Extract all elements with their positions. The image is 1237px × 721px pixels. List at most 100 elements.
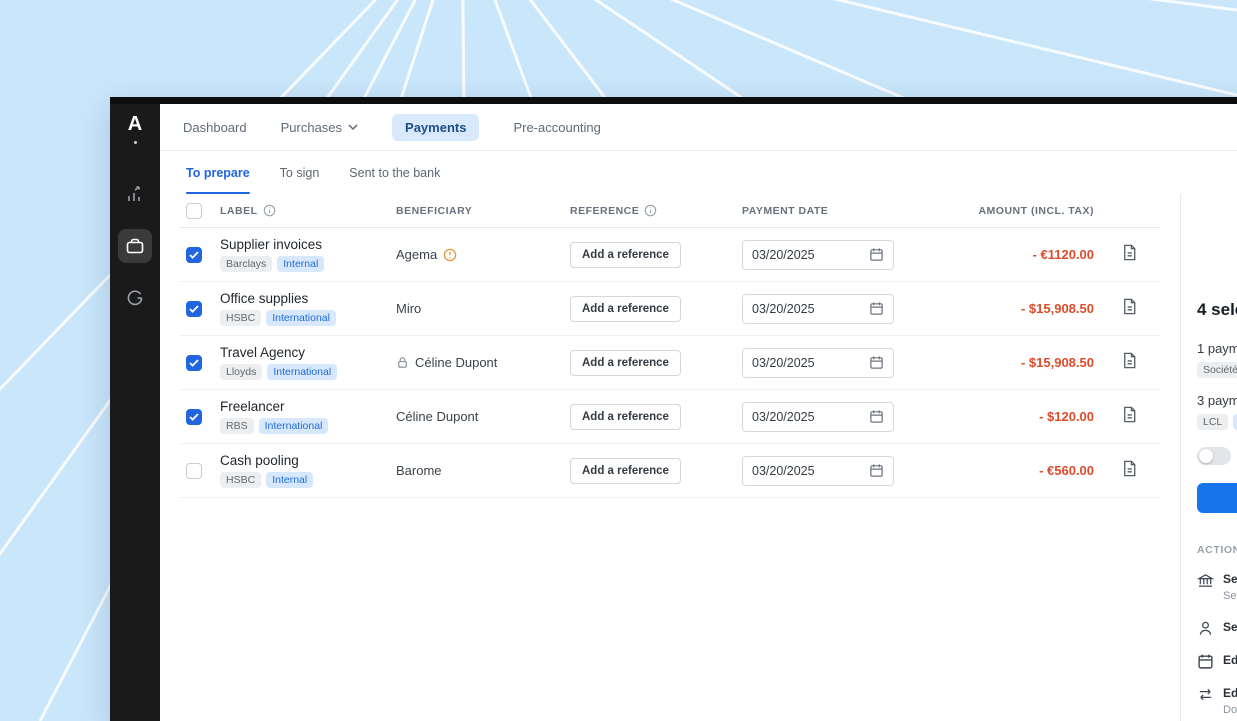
selection-panel: 4 sele 1 payme Société 3 payme LCL Int H xyxy=(1180,194,1237,721)
cashflow-icon[interactable] xyxy=(118,281,152,315)
calendar-icon[interactable] xyxy=(869,301,884,316)
lock-icon xyxy=(398,357,407,368)
beneficiary-name: Céline Dupont xyxy=(415,355,498,370)
beneficiary-name: Céline Dupont xyxy=(396,409,479,424)
top-navigation: Dashboard Purchases Payments Pre-account… xyxy=(160,104,1237,151)
tab-to-prepare[interactable]: To prepare xyxy=(186,151,250,194)
amount-value: - €1120.00 xyxy=(1032,247,1094,262)
calendar-icon[interactable] xyxy=(869,463,884,478)
nav-item-dashboard[interactable]: Dashboard xyxy=(183,119,247,135)
app-logo: A xyxy=(127,113,143,135)
amount-value: - $15,908.50 xyxy=(1020,355,1094,370)
swap-arrows-icon xyxy=(1199,688,1212,700)
warning-icon[interactable] xyxy=(443,248,457,262)
bank-badge: HSBC xyxy=(220,472,262,488)
selection-count-title: 4 sele xyxy=(1197,300,1237,319)
add-reference-button[interactable]: Add a reference xyxy=(570,295,681,322)
add-reference-button[interactable]: Add a reference xyxy=(570,457,681,484)
bank-icon xyxy=(1197,574,1214,587)
row-checkbox[interactable] xyxy=(186,246,202,263)
type-badge: Int xyxy=(1233,414,1237,430)
nav-item-purchases-label: Purchases xyxy=(280,119,343,135)
header-reference: REFERENCE xyxy=(570,204,640,217)
table-row: Freelancer RBS International Céline Dupo… xyxy=(180,390,1160,444)
payments-tabs: To prepare To sign Sent to the bank xyxy=(160,151,1237,194)
calendar-icon xyxy=(1198,654,1213,669)
payment-date-input[interactable] xyxy=(742,401,894,432)
type-badge: International xyxy=(266,310,336,326)
invoice-document-icon[interactable] xyxy=(1120,351,1139,370)
bank-badge: RBS xyxy=(220,418,254,434)
header-label: LABEL xyxy=(220,204,258,217)
table-row: Travel Agency Lloyds International Célin… xyxy=(180,336,1160,390)
type-badge: Internal xyxy=(277,256,325,272)
beneficiary-name: Barome xyxy=(396,463,442,478)
hide-toggle[interactable] xyxy=(1197,447,1231,465)
sidebar: A xyxy=(110,104,160,721)
invoice-document-icon[interactable] xyxy=(1120,243,1139,262)
invoice-document-icon[interactable] xyxy=(1120,459,1139,478)
select-all-checkbox[interactable] xyxy=(186,202,202,219)
row-checkbox[interactable] xyxy=(186,354,202,371)
header-payment-date: PAYMENT DATE xyxy=(742,204,829,217)
nav-item-purchases[interactable]: Purchases xyxy=(281,120,358,135)
payment-date-input[interactable] xyxy=(742,293,894,324)
payment-date-input[interactable] xyxy=(742,347,894,378)
add-reference-button[interactable]: Add a reference xyxy=(570,403,681,430)
amount-value: - $120.00 xyxy=(1039,409,1094,424)
header-amount: AMOUNT (INCL. TAX) xyxy=(978,204,1094,217)
payments-table: LABEL BENEFICIARY REFERENCE PAYMENT DATE… xyxy=(160,194,1180,721)
action-send-to-bank[interactable]: Se Se tra xyxy=(1197,572,1237,604)
selection-group-1: 1 payme xyxy=(1197,341,1237,356)
row-checkbox[interactable] xyxy=(186,300,202,317)
row-checkbox[interactable] xyxy=(186,408,202,425)
payment-label: Supplier invoices xyxy=(220,237,323,252)
payment-label: Office supplies xyxy=(220,291,309,306)
calendar-icon[interactable] xyxy=(869,409,884,424)
info-icon[interactable] xyxy=(644,204,657,217)
payment-date-input[interactable] xyxy=(742,455,894,486)
tab-to-sign[interactable]: To sign xyxy=(279,165,320,180)
payments-wallet-icon[interactable] xyxy=(118,229,152,263)
person-icon xyxy=(1199,621,1212,635)
logo-dot xyxy=(133,141,137,144)
action-edit-date[interactable]: Ed xyxy=(1197,653,1237,670)
payment-label: Freelancer xyxy=(220,399,285,414)
bank-badge: Société xyxy=(1197,362,1237,378)
chevron-down-icon xyxy=(348,124,358,130)
row-checkbox[interactable] xyxy=(186,462,202,479)
table-header-row: LABEL BENEFICIARY REFERENCE PAYMENT DATE… xyxy=(180,194,1160,228)
bank-badge: HSBC xyxy=(220,310,262,326)
app-window: A Dashboard xyxy=(110,97,1237,721)
table-row: Office supplies HSBC International Miro … xyxy=(180,282,1160,336)
calendar-icon[interactable] xyxy=(869,247,884,262)
nav-item-pre-accounting[interactable]: Pre-accounting xyxy=(513,119,601,135)
type-badge: International xyxy=(267,364,338,380)
nav-item-payments[interactable]: Payments xyxy=(392,113,480,141)
bank-badge: Lloyds xyxy=(220,364,263,380)
invoice-document-icon[interactable] xyxy=(1120,297,1139,316)
analytics-icon[interactable] xyxy=(118,177,152,211)
selection-group-2: 3 payme xyxy=(1197,393,1237,408)
payment-label: Travel Agency xyxy=(220,345,306,360)
invoice-document-icon[interactable] xyxy=(1120,405,1139,424)
action-beneficiary[interactable]: Se xyxy=(1197,620,1237,637)
info-icon[interactable] xyxy=(263,204,276,217)
beneficiary-name: Miro xyxy=(396,301,422,316)
payment-date-input[interactable] xyxy=(742,239,894,270)
action-edit-transfer[interactable]: Ed Do xyxy=(1197,686,1237,718)
calendar-icon[interactable] xyxy=(869,355,884,370)
type-badge: International xyxy=(258,418,329,434)
add-reference-button[interactable]: Add a reference xyxy=(570,241,681,268)
amount-value: - $15,908.50 xyxy=(1020,301,1094,316)
payment-label: Cash pooling xyxy=(220,453,299,468)
header-beneficiary: BENEFICIARY xyxy=(396,204,473,217)
beneficiary-name: Agema xyxy=(396,247,438,262)
actions-section-title: ACTIONS xyxy=(1197,544,1237,556)
bank-badge: LCL xyxy=(1197,414,1229,430)
add-reference-button[interactable]: Add a reference xyxy=(570,349,681,376)
type-badge: Internal xyxy=(266,472,314,488)
amount-value: - €560.00 xyxy=(1039,463,1094,478)
primary-action-button[interactable] xyxy=(1197,483,1237,513)
tab-sent-to-the-bank[interactable]: Sent to the bank xyxy=(349,165,441,180)
